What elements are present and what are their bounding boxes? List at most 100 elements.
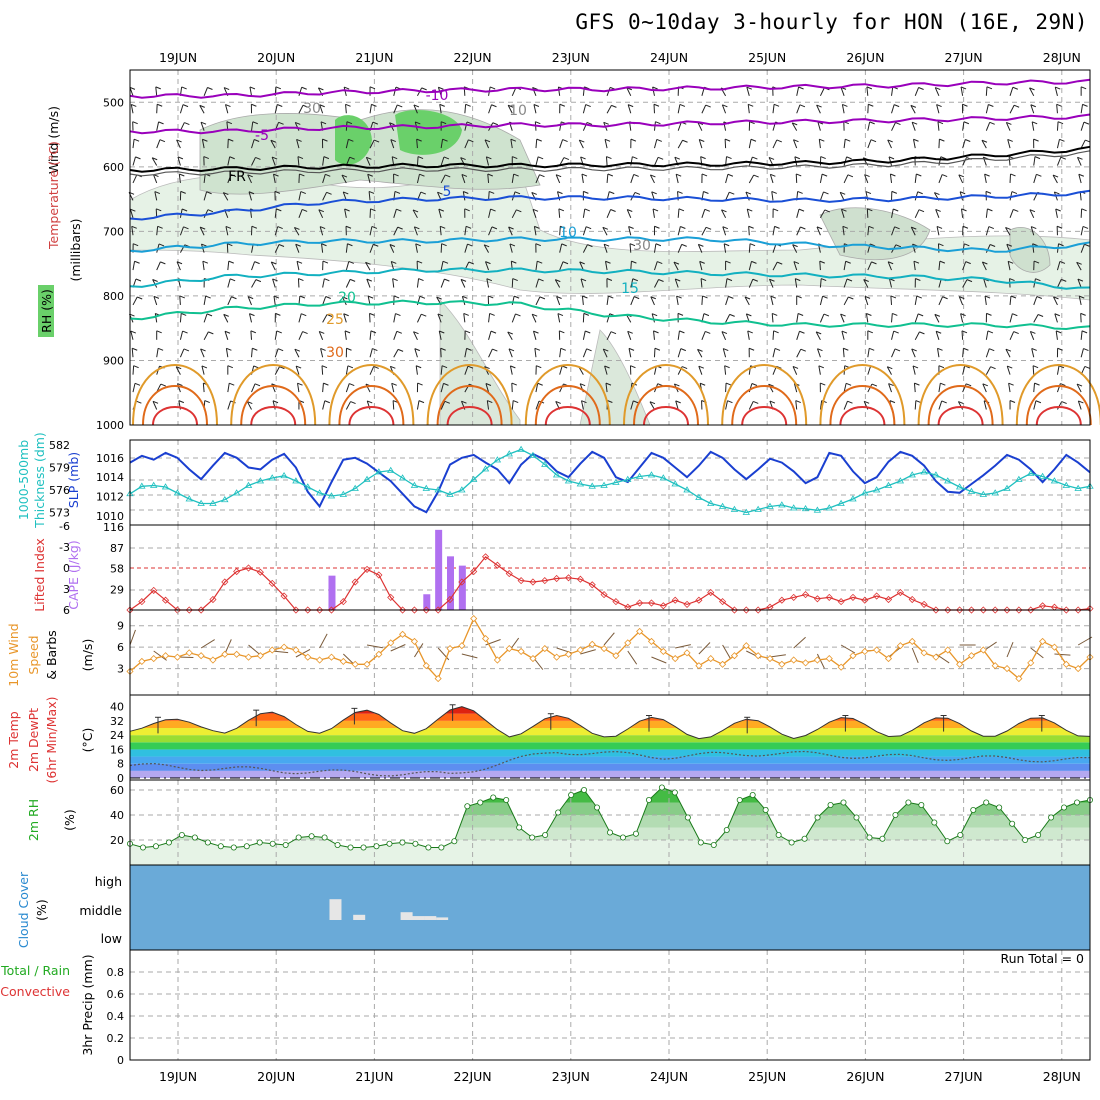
rh-color-band	[130, 815, 1090, 828]
wind-barb	[725, 174, 729, 184]
wind-barb-flag	[181, 86, 187, 90]
wind-speed-marker	[327, 653, 336, 661]
wind-barb-flag	[1055, 208, 1061, 212]
wind-barb	[225, 104, 229, 114]
cape-bar	[447, 556, 454, 610]
wind-barb-flag	[181, 312, 187, 316]
wind-barb-flag	[745, 191, 752, 195]
isotherm-line	[129, 236, 1091, 253]
wind-barb-flag	[1082, 225, 1089, 229]
wind-barb	[225, 226, 229, 236]
rh-shading-band	[819, 207, 931, 261]
wind-barb	[772, 261, 778, 271]
wind-barb	[962, 139, 966, 149]
y-tick-pressure: 900	[103, 354, 124, 367]
wind-barb	[793, 261, 798, 271]
wind-barb-flag	[937, 121, 944, 125]
wind-speed-marker	[742, 642, 750, 650]
panel-grid	[130, 950, 1090, 1060]
lifted-index-marker	[647, 599, 656, 607]
date-label-bottom: 24JUN	[650, 1069, 688, 1084]
temp-color-band	[130, 763, 1090, 771]
wind-barb-flag	[697, 348, 703, 352]
wind-barb	[416, 174, 420, 184]
wind-barb	[935, 209, 940, 218]
date-label-top: 27JUN	[945, 50, 983, 65]
wind-barb	[841, 209, 845, 218]
lifted-index-marker	[920, 600, 928, 608]
thickness-marker	[1074, 484, 1082, 491]
wind-barb-flag	[373, 243, 379, 247]
wind-barb-flag	[249, 86, 256, 90]
wind-barb	[464, 366, 469, 375]
wind-barb	[796, 348, 802, 358]
wind-barb-flag	[534, 347, 541, 351]
thickness-marker	[1050, 477, 1059, 484]
wind-barb	[958, 174, 964, 184]
panel-frame-upper-air	[129, 69, 1091, 426]
wind-barb	[606, 105, 612, 114]
date-label-bottom: 26JUN	[846, 1069, 884, 1084]
wind-barb-flag	[179, 173, 185, 177]
wind-barb-flag	[414, 348, 420, 352]
wind-barb	[344, 208, 347, 218]
wind-barb-flag	[156, 208, 162, 212]
wind-barb	[227, 296, 232, 306]
wind-barb	[579, 261, 584, 271]
wind-barb	[866, 86, 869, 96]
thickness-marker	[1027, 469, 1035, 476]
date-label-bottom: 25JUN	[748, 1069, 786, 1084]
wind-barb	[701, 104, 707, 114]
wind-barb-flag	[206, 191, 212, 195]
wind-barb	[345, 104, 347, 114]
wind-barb-flag	[247, 296, 254, 300]
y-axis-label-speed: Speed	[26, 635, 41, 674]
wind-barb	[130, 104, 134, 114]
wind-speed-marker	[849, 652, 857, 660]
wind-barb-flag	[207, 87, 213, 90]
rh-marker	[762, 807, 769, 814]
wind-barb	[416, 278, 420, 288]
wind-barb-flag	[1052, 174, 1059, 178]
wind-barb	[819, 87, 825, 97]
wind-barb	[440, 156, 445, 166]
wind-barb-flag	[507, 104, 514, 108]
isotherm-line	[129, 267, 1091, 290]
wind-barb-flag	[326, 191, 332, 195]
wind-barb	[913, 139, 916, 149]
wind-speed-marker	[695, 662, 703, 670]
wind-barb-flag	[509, 243, 516, 247]
wind-barb-flag	[302, 331, 308, 335]
rh-marker	[568, 792, 575, 799]
lifted-index-marker	[553, 574, 561, 583]
thickness-marker	[659, 474, 668, 481]
rh-marker	[983, 799, 990, 806]
surface-wind-barb	[200, 639, 215, 649]
surface-wind-barb	[153, 650, 167, 661]
cloud-bar-middle	[436, 917, 449, 920]
wind-speed-marker	[256, 652, 264, 660]
y-axis-label-thickness-b: Thickness (dm)	[32, 432, 47, 529]
wind-barb-flag	[821, 278, 827, 282]
wind-barb	[840, 313, 845, 323]
wind-barb-flag	[225, 104, 231, 108]
wind-barb	[558, 208, 561, 218]
panel-frame-thickness	[129, 439, 1091, 526]
wind-barb-flag	[347, 365, 354, 369]
wind-barb	[559, 365, 563, 375]
wind-barb-flag	[249, 313, 255, 317]
wind-barb	[914, 313, 919, 323]
wind-speed-marker	[197, 652, 205, 660]
lifted-index-marker	[458, 578, 466, 586]
wind-barb	[606, 295, 609, 306]
wind-barb	[891, 313, 893, 323]
wind-barb-flag	[1053, 296, 1059, 300]
lifted-index-marker	[1027, 606, 1035, 614]
wind-barb-flag	[1076, 383, 1083, 387]
wind-barb	[1056, 383, 1061, 393]
wind-barb	[674, 278, 679, 288]
wind-barb-flag	[178, 400, 185, 404]
wind-barb-flag	[206, 313, 213, 317]
wind-barb-flag	[800, 348, 806, 352]
wind-barb-flag	[988, 226, 994, 230]
